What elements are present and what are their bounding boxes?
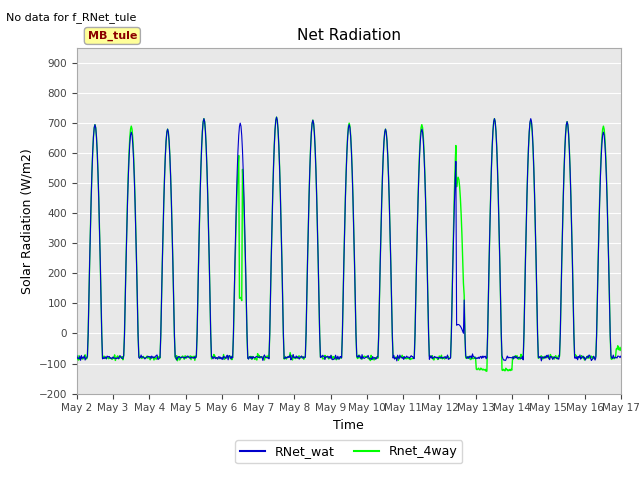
RNet_wat — [393, 358, 401, 364]
RNet_wat — [617, 353, 625, 359]
Rnet_4way — [431, 355, 439, 360]
Rnet_4way — [83, 356, 90, 362]
Line: RNet_wat: RNet_wat — [77, 117, 621, 361]
X-axis label: Time: Time — [333, 419, 364, 432]
RNet_wat — [83, 355, 90, 361]
Rnet_4way — [273, 114, 280, 120]
Rnet_4way — [416, 149, 424, 155]
Rnet_4way — [139, 355, 147, 360]
RNet_wat — [223, 353, 230, 359]
RNet_wat — [433, 354, 440, 360]
Rnet_4way — [617, 348, 625, 353]
RNet_wat — [417, 138, 424, 144]
Line: Rnet_4way: Rnet_4way — [77, 117, 621, 372]
Legend: RNet_wat, Rnet_4way: RNet_wat, Rnet_4way — [235, 440, 463, 463]
Y-axis label: Solar Radiation (W/m2): Solar Radiation (W/m2) — [20, 148, 33, 294]
Rnet_4way — [73, 355, 81, 361]
Rnet_4way — [483, 369, 490, 374]
Text: No data for f_RNet_tule: No data for f_RNet_tule — [6, 12, 137, 23]
Text: MB_tule: MB_tule — [88, 31, 137, 41]
Title: Net Radiation: Net Radiation — [297, 28, 401, 43]
RNet_wat — [273, 114, 280, 120]
Rnet_4way — [194, 293, 202, 299]
RNet_wat — [73, 353, 81, 359]
RNet_wat — [194, 293, 202, 299]
Rnet_4way — [223, 355, 230, 361]
RNet_wat — [139, 354, 147, 360]
